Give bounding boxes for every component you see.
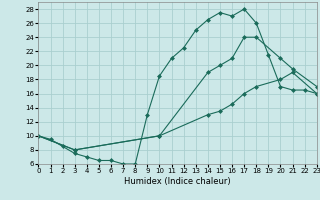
X-axis label: Humidex (Indice chaleur): Humidex (Indice chaleur)	[124, 177, 231, 186]
